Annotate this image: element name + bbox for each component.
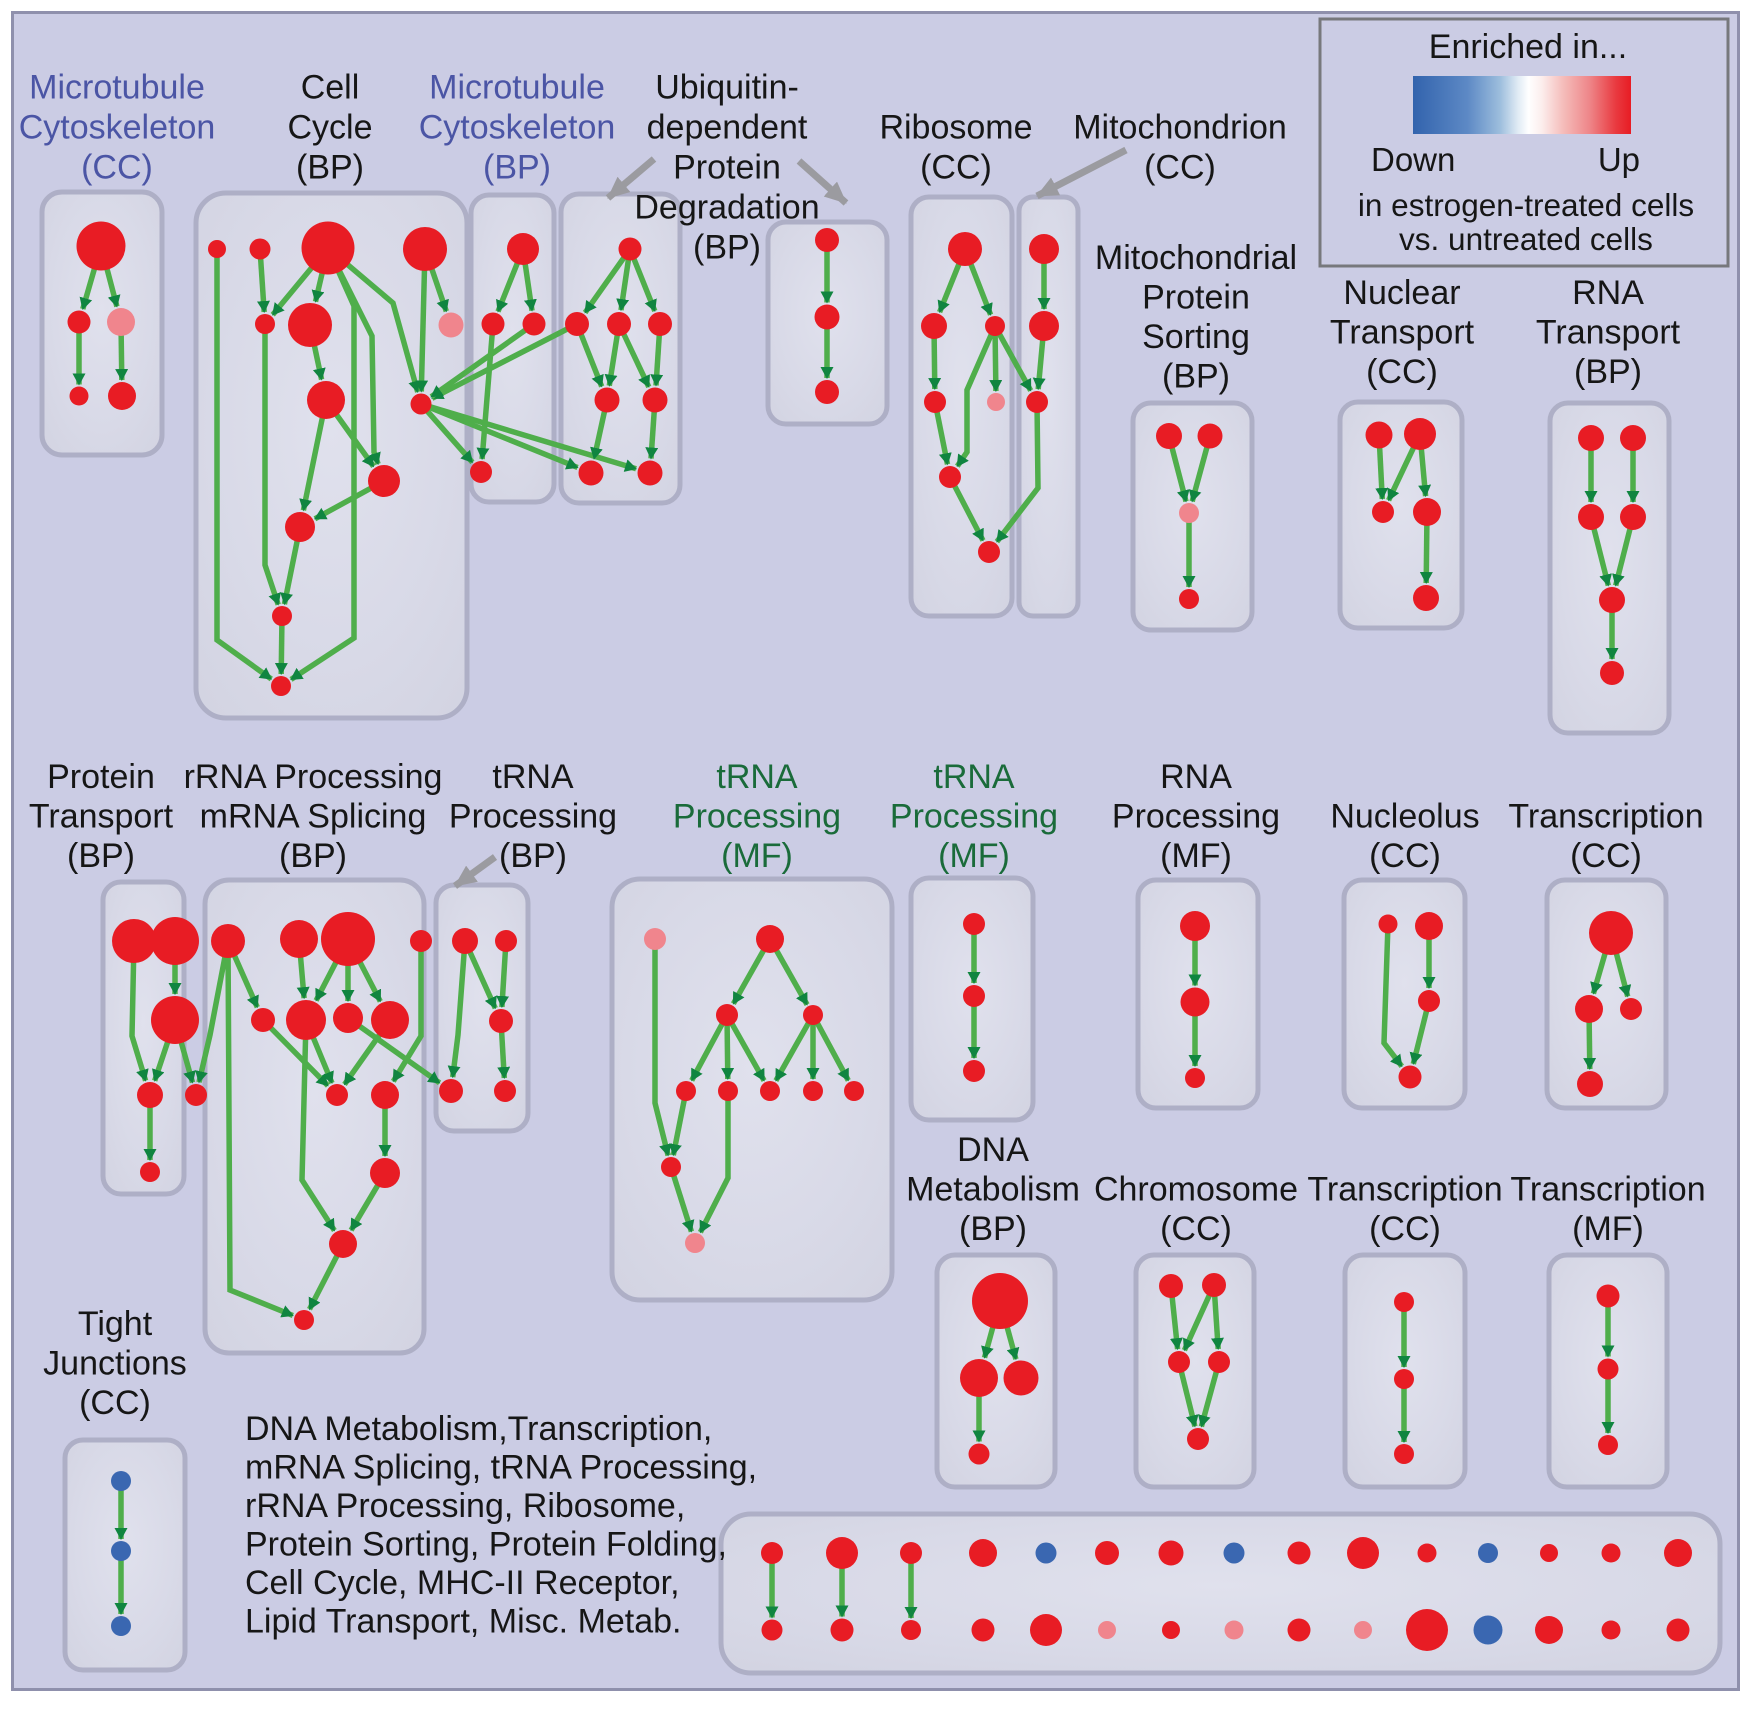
svg-text:tRNA: tRNA: [933, 758, 1015, 796]
svg-text:dependent: dependent: [647, 109, 808, 147]
svg-text:Protein Sorting, Protein Foldi: Protein Sorting, Protein Folding,: [245, 1526, 727, 1564]
svg-text:Processing: Processing: [673, 798, 841, 836]
svg-text:Ubiquitin-: Ubiquitin-: [655, 69, 799, 107]
svg-text:mRNA Splicing, tRNA Processing: mRNA Splicing, tRNA Processing,: [245, 1449, 757, 1487]
svg-text:(CC): (CC): [920, 149, 992, 187]
svg-text:(CC): (CC): [1369, 837, 1441, 875]
svg-text:rRNA Processing: rRNA Processing: [184, 758, 443, 796]
svg-text:Protein: Protein: [1142, 279, 1250, 317]
svg-text:Transport: Transport: [1536, 314, 1681, 352]
svg-text:(CC): (CC): [1366, 353, 1438, 391]
svg-text:Microtubule: Microtubule: [29, 69, 205, 107]
svg-text:(CC): (CC): [1369, 1210, 1441, 1248]
svg-text:Protein: Protein: [673, 149, 781, 187]
svg-text:Transcription: Transcription: [1510, 1171, 1705, 1209]
svg-text:(BP): (BP): [1574, 353, 1642, 391]
svg-text:(MF): (MF): [721, 837, 793, 875]
svg-text:Cell Cycle, MHC-II Receptor,: Cell Cycle, MHC-II Receptor,: [245, 1564, 680, 1602]
svg-text:(CC): (CC): [1570, 837, 1642, 875]
svg-text:Cycle: Cycle: [287, 109, 372, 147]
svg-text:(BP): (BP): [483, 149, 551, 187]
svg-text:(CC): (CC): [79, 1384, 151, 1422]
svg-text:Processing: Processing: [449, 798, 617, 836]
svg-text:Mitochondrial: Mitochondrial: [1095, 239, 1297, 277]
svg-text:mRNA Splicing: mRNA Splicing: [200, 798, 427, 836]
svg-text:Transport: Transport: [1330, 314, 1475, 352]
svg-text:(CC): (CC): [81, 149, 153, 187]
svg-text:Transport: Transport: [29, 798, 174, 836]
svg-text:Enriched in...: Enriched in...: [1429, 28, 1627, 66]
svg-text:(BP): (BP): [296, 149, 364, 187]
svg-text:Cytoskeleton: Cytoskeleton: [19, 109, 216, 147]
svg-text:Junctions: Junctions: [43, 1345, 187, 1383]
svg-text:(BP): (BP): [499, 837, 567, 875]
svg-text:(MF): (MF): [1572, 1210, 1644, 1248]
svg-text:Degradation: Degradation: [634, 189, 819, 227]
svg-text:(CC): (CC): [1144, 149, 1216, 187]
svg-text:Ribosome: Ribosome: [879, 109, 1032, 147]
svg-text:Cell: Cell: [301, 69, 360, 107]
svg-text:Microtubule: Microtubule: [429, 69, 605, 107]
svg-text:(CC): (CC): [1160, 1210, 1232, 1248]
svg-text:tRNA: tRNA: [492, 758, 574, 796]
svg-text:in estrogen-treated cells: in estrogen-treated cells: [1358, 187, 1694, 223]
svg-text:Transcription: Transcription: [1508, 798, 1703, 836]
svg-text:Chromosome: Chromosome: [1094, 1171, 1298, 1209]
svg-text:Up: Up: [1598, 141, 1640, 178]
svg-text:Nucleolus: Nucleolus: [1330, 798, 1479, 836]
svg-text:Processing: Processing: [890, 798, 1058, 836]
svg-text:Processing: Processing: [1112, 798, 1280, 836]
svg-text:Cytoskeleton: Cytoskeleton: [419, 109, 616, 147]
svg-text:(BP): (BP): [67, 837, 135, 875]
svg-text:Lipid Transport, Misc. Metab.: Lipid Transport, Misc. Metab.: [245, 1603, 682, 1641]
svg-text:Metabolism: Metabolism: [906, 1171, 1080, 1209]
svg-text:vs. untreated cells: vs. untreated cells: [1399, 221, 1653, 257]
svg-text:RNA: RNA: [1160, 758, 1232, 796]
svg-text:Sorting: Sorting: [1142, 318, 1250, 356]
svg-text:DNA Metabolism,Transcription,: DNA Metabolism,Transcription,: [245, 1410, 712, 1448]
svg-text:Nuclear: Nuclear: [1343, 274, 1460, 312]
svg-text:(BP): (BP): [959, 1210, 1027, 1248]
svg-text:Transcription: Transcription: [1307, 1171, 1502, 1209]
svg-text:(BP): (BP): [279, 837, 347, 875]
svg-text:(BP): (BP): [693, 229, 761, 267]
svg-text:(BP): (BP): [1162, 358, 1230, 396]
svg-text:Protein: Protein: [47, 758, 155, 796]
svg-text:(MF): (MF): [938, 837, 1010, 875]
svg-text:tRNA: tRNA: [716, 758, 798, 796]
svg-text:Tight: Tight: [78, 1305, 153, 1343]
svg-text:Down: Down: [1371, 141, 1455, 178]
svg-text:Mitochondrion: Mitochondrion: [1073, 109, 1287, 147]
svg-text:RNA: RNA: [1572, 274, 1644, 312]
svg-text:DNA: DNA: [957, 1131, 1029, 1169]
svg-text:rRNA Processing, Ribosome,: rRNA Processing, Ribosome,: [245, 1487, 685, 1525]
svg-text:(MF): (MF): [1160, 837, 1232, 875]
